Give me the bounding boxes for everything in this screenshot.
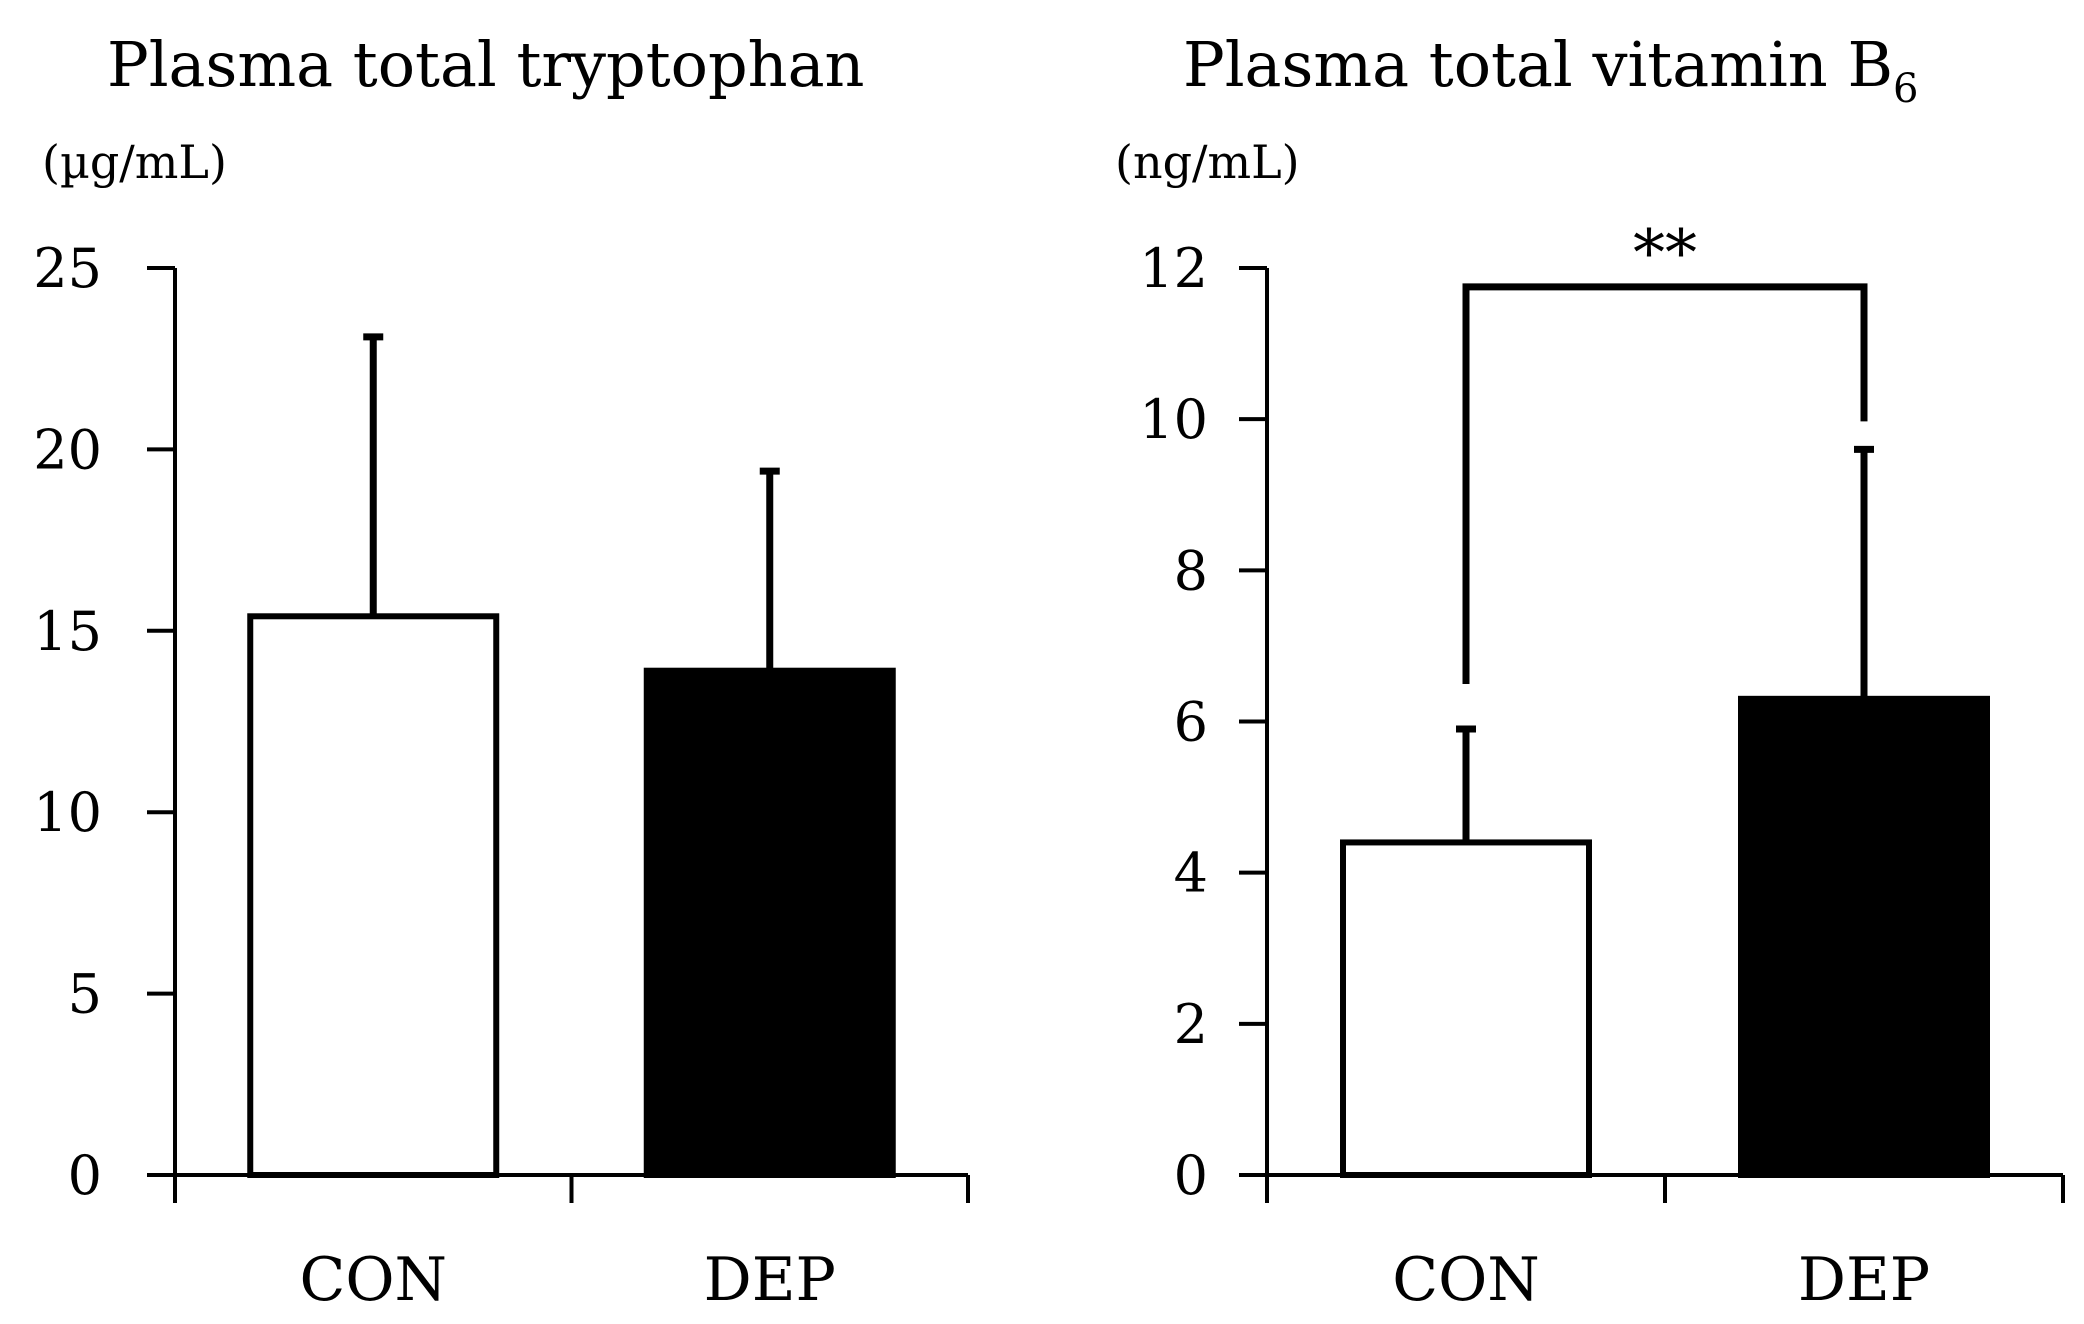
y-tick-label: 15 bbox=[33, 600, 102, 663]
y-tick-label: 10 bbox=[1139, 388, 1208, 451]
y-tick-label: 2 bbox=[1174, 993, 1208, 1056]
y-unit-label: (ng/mL) bbox=[1115, 135, 1300, 189]
bar-dep bbox=[1738, 695, 1990, 1178]
y-tick-label: 5 bbox=[68, 963, 102, 1026]
plot-marks: 0 5 10 15 20 25 CON DEP bbox=[33, 237, 970, 1315]
y-tick-label: 4 bbox=[1174, 842, 1208, 905]
y-tick-label: 25 bbox=[33, 237, 102, 300]
panel-tryptophan: Plasma total tryptophan (µg/mL) 0 5 10 15 20… bbox=[33, 28, 970, 1315]
x-category-label: DEP bbox=[1798, 1245, 1930, 1315]
y-tick-label: 20 bbox=[33, 418, 102, 481]
plot-marks: 0 2 4 6 8 10 12 CON DEP ** bbox=[1139, 217, 2065, 1315]
significance-label: ** bbox=[1633, 217, 1697, 291]
y-tick-label: 0 bbox=[68, 1144, 102, 1207]
y-tick-label: 0 bbox=[1174, 1144, 1208, 1207]
chart-title: Plasma total tryptophan bbox=[107, 28, 864, 101]
bar-dep bbox=[643, 667, 896, 1178]
y-unit-label: (µg/mL) bbox=[42, 135, 227, 189]
bar-con bbox=[1340, 839, 1592, 1179]
y-tick-label: 6 bbox=[1174, 691, 1208, 754]
chart-title: Plasma total vitamin B6 bbox=[1183, 28, 1918, 112]
chart-title-subscript: 6 bbox=[1893, 66, 1918, 112]
significance-bracket bbox=[1462, 283, 1868, 685]
bar-con bbox=[247, 613, 500, 1178]
y-tick-label: 8 bbox=[1174, 539, 1208, 602]
y-tick-label: 10 bbox=[33, 781, 102, 844]
x-category-label: DEP bbox=[704, 1245, 836, 1315]
chart-title-text: Plasma total vitamin B bbox=[1183, 28, 1893, 101]
y-tick-label: 12 bbox=[1139, 237, 1208, 300]
panel-vitamin-b6: Plasma total vitamin B6 (ng/mL) 02468101… bbox=[1115, 28, 2065, 1315]
x-category-label: CON bbox=[299, 1245, 447, 1315]
x-category-label: CON bbox=[1392, 1245, 1540, 1315]
